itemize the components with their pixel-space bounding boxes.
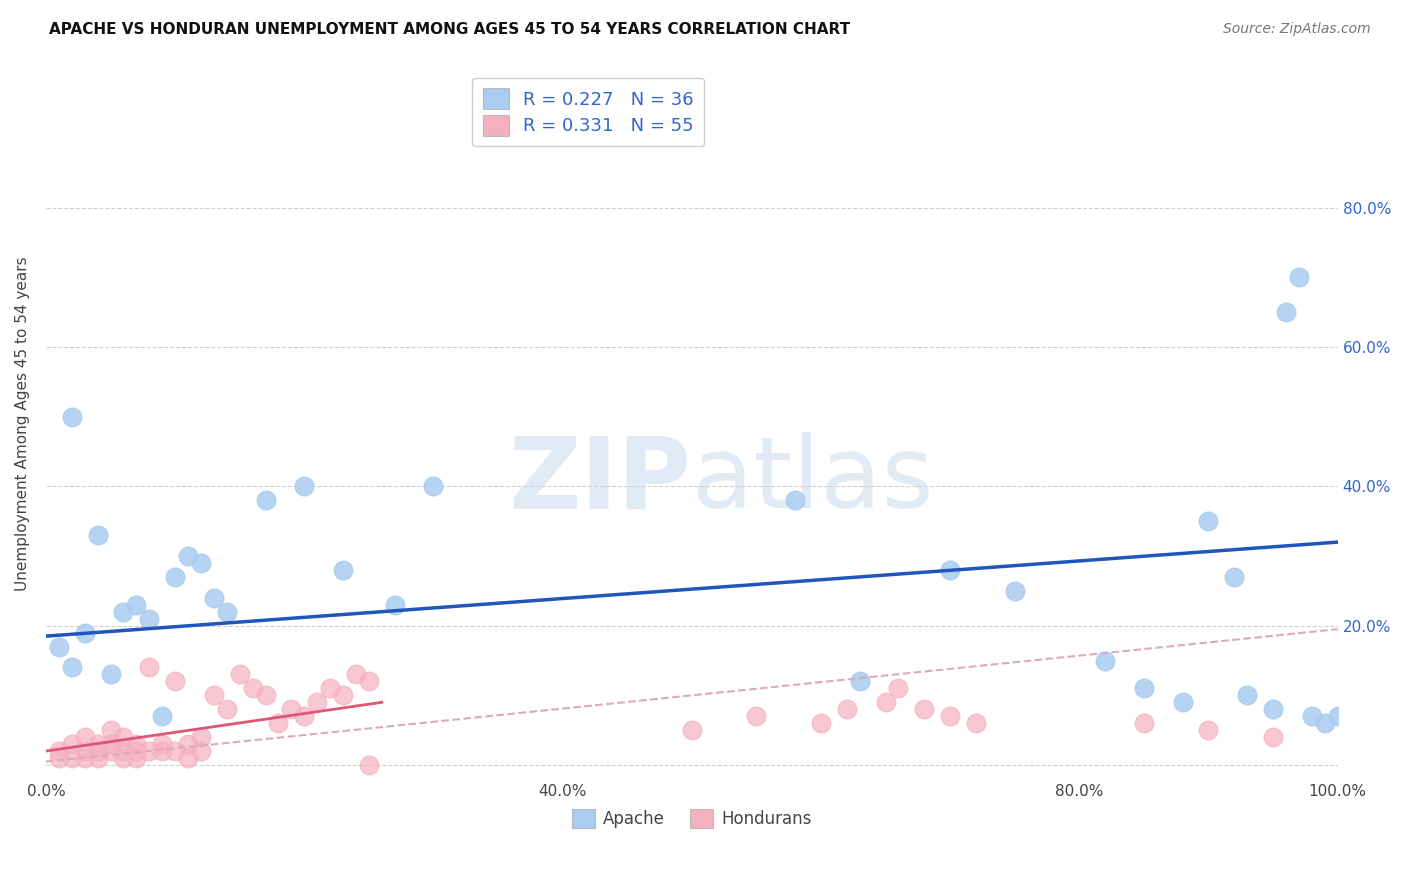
Point [422,479,444,493]
Point [73,744,96,758]
Point [177,751,200,765]
Point [1261,702,1284,716]
Point [1171,695,1194,709]
Y-axis label: Unemployment Among Ages 45 to 54 years: Unemployment Among Ages 45 to 54 years [15,256,30,591]
Point [125,598,148,612]
Point [912,702,935,716]
Point [681,723,703,738]
Point [150,744,173,758]
Point [1313,716,1336,731]
Point [965,716,987,731]
Point [150,737,173,751]
Point [357,758,380,772]
Point [384,598,406,612]
Point [1261,730,1284,744]
Point [1004,583,1026,598]
Point [86,528,108,542]
Point [125,751,148,765]
Text: Source: ZipAtlas.com: Source: ZipAtlas.com [1223,22,1371,37]
Point [48,744,70,758]
Point [73,751,96,765]
Point [125,737,148,751]
Point [112,605,135,619]
Point [332,689,354,703]
Point [177,549,200,563]
Point [1275,305,1298,319]
Point [875,695,897,709]
Point [242,681,264,696]
Point [100,667,122,681]
Point [1133,681,1156,696]
Point [745,709,768,723]
Point [112,744,135,758]
Point [60,751,83,765]
Point [138,612,160,626]
Point [344,667,367,681]
Point [887,681,910,696]
Point [165,674,187,689]
Point [165,570,187,584]
Point [810,716,832,731]
Point [332,563,354,577]
Point [202,689,225,703]
Point [292,479,315,493]
Point [1223,570,1246,584]
Point [125,744,148,758]
Point [73,625,96,640]
Point [190,730,212,744]
Legend: Apache, Hondurans: Apache, Hondurans [565,802,818,835]
Point [1288,270,1310,285]
Point [848,674,870,689]
Point [86,737,108,751]
Point [138,744,160,758]
Point [215,605,238,619]
Point [785,493,807,508]
Text: atlas: atlas [692,432,934,529]
Point [1301,709,1323,723]
Point [100,723,122,738]
Point [86,751,108,765]
Point [190,556,212,570]
Point [138,660,160,674]
Point [228,667,250,681]
Point [1198,514,1220,528]
Point [100,744,122,758]
Point [60,737,83,751]
Point [1326,709,1348,723]
Text: ZIP: ZIP [509,432,692,529]
Point [100,737,122,751]
Point [319,681,342,696]
Point [48,640,70,654]
Point [86,744,108,758]
Point [73,730,96,744]
Point [1133,716,1156,731]
Point [307,695,329,709]
Point [150,709,173,723]
Point [1094,653,1116,667]
Point [112,730,135,744]
Point [48,751,70,765]
Point [254,689,277,703]
Point [254,493,277,508]
Point [202,591,225,605]
Text: APACHE VS HONDURAN UNEMPLOYMENT AMONG AGES 45 TO 54 YEARS CORRELATION CHART: APACHE VS HONDURAN UNEMPLOYMENT AMONG AG… [49,22,851,37]
Point [280,702,302,716]
Point [60,409,83,424]
Point [939,709,962,723]
Point [177,737,200,751]
Point [60,660,83,674]
Point [165,744,187,758]
Point [1236,689,1258,703]
Point [357,674,380,689]
Point [267,716,290,731]
Point [112,751,135,765]
Point [190,744,212,758]
Point [215,702,238,716]
Point [939,563,962,577]
Point [292,709,315,723]
Point [835,702,858,716]
Point [1198,723,1220,738]
